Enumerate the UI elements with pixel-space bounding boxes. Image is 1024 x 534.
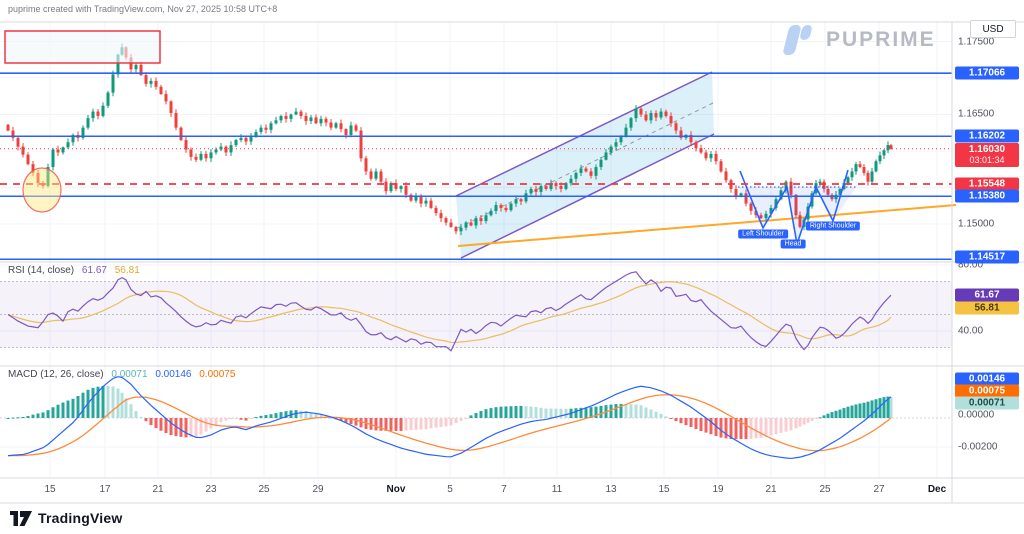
- price-levels: [0, 72, 952, 261]
- pattern-label-left-shoulder[interactable]: Left Shoulder: [738, 229, 788, 239]
- macd-axis-badge: 0.00071: [955, 396, 1019, 410]
- time-axis-tick: 23: [205, 484, 217, 495]
- macd-legend[interactable]: MACD (12, 26, close) 0.00071 0.00146 0.0…: [8, 369, 240, 380]
- time-axis-tick: 7: [501, 484, 507, 495]
- tradingview-logo[interactable]: TradingView: [10, 510, 122, 526]
- macd-legend-title: MACD (12, 26, close): [8, 369, 104, 380]
- time-axis-tick: Nov: [386, 484, 406, 495]
- rsi-axis-label: 80.00: [958, 259, 984, 271]
- price-axis-badge: 1.15380: [955, 189, 1019, 203]
- rsi-lines: [7, 271, 892, 352]
- macd-line-value: 0.00146: [155, 369, 192, 380]
- puprime-logo-icon: [782, 23, 814, 57]
- rsi-ma-value: 56.81: [114, 265, 140, 276]
- rsi-value: 61.67: [81, 265, 107, 276]
- time-axis-tick: 25: [258, 484, 270, 495]
- rsi-band: [0, 281, 952, 419]
- time-axis-tick: 11: [551, 484, 563, 495]
- time-axis-tick: 27: [873, 484, 885, 495]
- time-axis-tick: 13: [605, 484, 617, 495]
- macd-axis-badge: 0.00075: [955, 384, 1019, 398]
- tradingview-logo-icon: [10, 510, 32, 526]
- price-axis-badge: 1.16030 03:01:34: [955, 143, 1019, 167]
- chart-credit: puprime created with TradingView.com, No…: [8, 4, 278, 14]
- trendline: [457, 204, 957, 247]
- puprime-logo-text: PUPRIME: [826, 28, 936, 51]
- highlight-ellipse: [22, 167, 62, 213]
- time-axis-tick: 15: [658, 484, 670, 495]
- price-axis-label: 1.15000: [958, 218, 995, 230]
- rsi-axis-label: 40.00: [958, 325, 984, 337]
- macd-axis-label: -0.00200: [958, 441, 998, 453]
- time-axis-tick: 5: [447, 484, 453, 495]
- price-axis-label: 1.17500: [958, 36, 995, 48]
- price-axis-badge: 1.16202: [955, 129, 1019, 143]
- highlight-rectangle: [4, 30, 161, 64]
- rsi-legend[interactable]: RSI (14, close) 61.67 56.81: [8, 265, 145, 276]
- rsi-axis-badge: 56.81: [955, 301, 1019, 315]
- time-axis-tick: 21: [765, 484, 777, 495]
- time-axis-tick: 15: [44, 484, 56, 495]
- time-axis-tick: Dec: [927, 484, 947, 495]
- tradingview-logo-text: TradingView: [38, 510, 123, 526]
- price-axis-badge: 1.14517: [955, 250, 1019, 264]
- time-axis-tick: 29: [312, 484, 324, 495]
- puprime-watermark: PUPRIME: [782, 23, 936, 57]
- ascending-channel: [455, 71, 715, 259]
- macd-hist-value: 0.00071: [111, 369, 148, 380]
- currency-label[interactable]: USD: [970, 20, 1016, 38]
- time-axis-tick: 17: [99, 484, 111, 495]
- panel-separators: [0, 21, 1024, 504]
- time-axis-tick: 25: [819, 484, 831, 495]
- price-axis-label: 1.16500: [958, 108, 995, 120]
- macd-axis-badge: 0.00146: [955, 372, 1019, 386]
- macd-axis-label: 0.00000: [958, 409, 995, 421]
- rsi-axis-badge: 61.67: [955, 288, 1019, 302]
- pattern-label-head[interactable]: Head: [780, 239, 806, 249]
- time-axis-tick: 19: [712, 484, 724, 495]
- pattern-label-right-shoulder[interactable]: Right Shoulder: [805, 221, 861, 231]
- time-axis-tick: 21: [152, 484, 164, 495]
- rsi-legend-title: RSI (14, close): [8, 265, 75, 276]
- price-axis-badge: 1.15548: [955, 177, 1019, 191]
- price-axis-badge: 1.17066: [955, 66, 1019, 80]
- macd-lines: [7, 376, 892, 460]
- macd-signal-value: 0.00075: [199, 369, 236, 380]
